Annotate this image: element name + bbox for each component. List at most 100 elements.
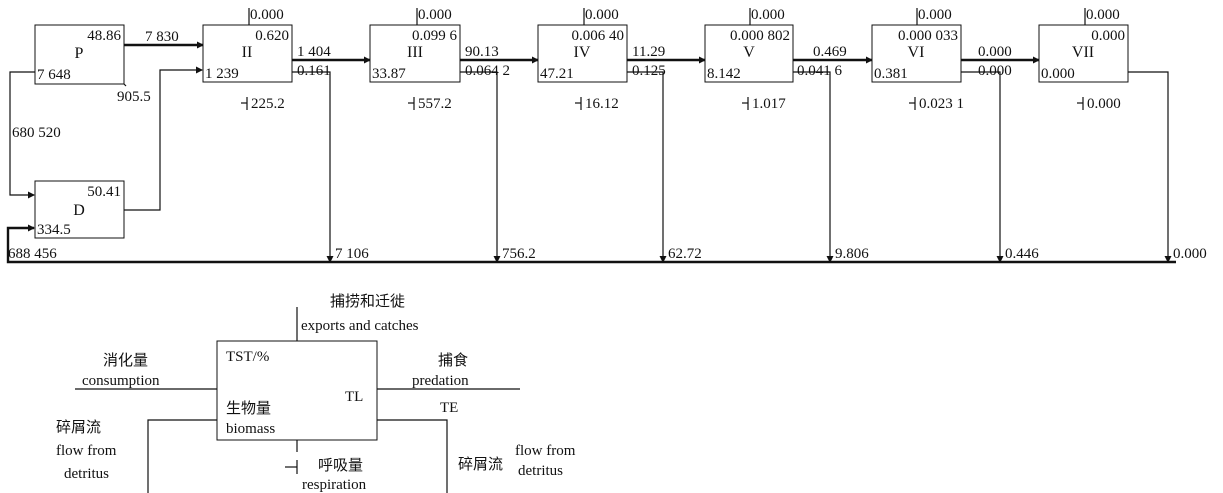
node-top-right: 0.000 033 (898, 28, 958, 44)
node-top-right: 0.000 802 (730, 28, 790, 44)
legend-detritus-left-cn: 碎屑流 (56, 418, 101, 436)
legend-respiration-en: respiration (302, 477, 367, 493)
detritus-drop-iv (627, 71, 667, 263)
legend-te-label: TE (440, 400, 458, 416)
node-label: IV (574, 44, 591, 61)
legend-biomass-cn: 生物量 (226, 399, 271, 417)
flow-v-te-value: 0.041 6 (797, 63, 843, 79)
node-label: III (407, 44, 423, 61)
node-IV: 0.000 0.006 40 IV 47.21 16.12 (537, 7, 628, 112)
node-respiration: 225.2 (251, 96, 285, 112)
node-box (34, 24, 125, 85)
flow-iv-to-v-value: 11.29 (632, 44, 665, 60)
legend-detritus-right-en1: flow from (515, 443, 576, 459)
flow-vi-te-value: 0.000 (978, 63, 1012, 79)
node-top: 0.000 (418, 7, 452, 23)
node-top-right: 0.620 (255, 28, 289, 44)
legend-consumption-en: consumption (82, 373, 160, 389)
connectors (6, 8, 1176, 264)
flow-p-to-ii-value: 7 830 (145, 29, 179, 45)
node-respiration: 557.2 (418, 96, 452, 112)
legend-detritus-right-line (377, 419, 448, 493)
flow-v-to-vi-value: 0.469 (813, 44, 847, 60)
detritus-drop-v (793, 71, 834, 263)
node-respiration: 0.000 (1087, 96, 1121, 112)
node-box (704, 24, 794, 83)
legend-detritus-left-en1: flow from (56, 443, 117, 459)
node-label: II (242, 44, 253, 61)
legend-detritus-left-en2: detritus (64, 466, 109, 482)
node-bottom-left: 0.381 (874, 66, 908, 82)
detritus-drop-ii (292, 71, 334, 263)
node-bottom-left: 47.21 (540, 66, 574, 82)
node-top-right: 48.86 (87, 28, 121, 44)
node-top-right: 0.006 40 (572, 28, 625, 44)
detritus-flow-value: 7 106 (335, 246, 369, 262)
flow-iv-te-value: 0.125 (632, 63, 666, 79)
detritus-flow-value: 62.72 (668, 246, 702, 262)
respiration-ticks (241, 97, 1084, 110)
node-label: V (743, 44, 755, 61)
node-II: 0.000 0.620 II 1 239 225.2 (202, 7, 293, 112)
node-respiration: 1.017 (752, 96, 786, 112)
legend-predation-en: predation (412, 373, 469, 389)
node-label: VII (1072, 44, 1094, 61)
node-box (34, 180, 125, 239)
node-box (202, 24, 293, 83)
node-top: 0.000 (1086, 7, 1120, 23)
node-top-right: 0.099 6 (412, 28, 458, 44)
legend-detritus-left-line (147, 419, 217, 493)
node-box (871, 24, 962, 83)
flow-ii-to-iii-value: 1 404 (297, 44, 331, 60)
legend-exports-en: exports and catches (301, 318, 419, 334)
node-respiration: 0.023 1 (919, 96, 964, 112)
node-label: D (73, 202, 85, 219)
legend-exports-cn: 捕捞和迁徙 (330, 292, 405, 310)
node-III: 0.000 0.099 6 III 33.87 557.2 (369, 7, 461, 112)
node-top: 0.000 (751, 7, 785, 23)
node-box (537, 24, 628, 83)
legend-box (216, 340, 378, 441)
node-bottom-left: 7 648 (37, 67, 71, 83)
detritus-drop-iii (460, 71, 501, 263)
detritus-flow-value: 0.446 (1005, 246, 1039, 262)
detritus-return-line (6, 224, 1176, 264)
node-bottom-left: 0.000 (1041, 66, 1075, 82)
node-box (1038, 24, 1129, 83)
legend-tl-label: TL (345, 389, 363, 405)
node-bottom-left: 334.5 (37, 222, 71, 238)
flow-ii-te-value: 0.161 (297, 63, 331, 79)
flow-iii-te-value: 0.064 2 (465, 63, 510, 79)
legend-consumption-cn: 消化量 (103, 351, 148, 369)
node-label: VI (908, 44, 925, 61)
flow-p-out-value: 905.5 (117, 89, 151, 105)
flow-d-to-ii-arrow (124, 66, 203, 211)
detritus-flow-value: 0.000 (1173, 246, 1207, 262)
node-bottom-left: 33.87 (372, 66, 406, 82)
node-V: 0.000 0.000 802 V 8.142 1.017 (704, 7, 794, 112)
node-bottom-left: 8.142 (707, 66, 741, 82)
legend-detritus-right-en2: detritus (518, 463, 563, 479)
flow-vi-to-vii-value: 0.000 (978, 44, 1012, 60)
flow-p-to-d-value: 680 520 (12, 125, 61, 141)
legend: TST/% TL 生物量 biomass 捕捞和迁徙 exports and c… (56, 292, 576, 493)
flow-d-total-value: 688 456 (8, 246, 57, 262)
node-top: 0.000 (918, 7, 952, 23)
legend-predation-cn: 捕食 (438, 351, 468, 369)
detritus-drop-vi (961, 71, 1004, 263)
node-top: 0.000 (250, 7, 284, 23)
node-top-right: 0.000 (1091, 28, 1125, 44)
legend-tst-label: TST/% (226, 349, 269, 365)
flow-p-to-d-arrow (9, 71, 35, 199)
legend-biomass-en: biomass (226, 421, 275, 437)
node-bottom-left: 1 239 (205, 66, 239, 82)
node-label: P (75, 45, 84, 62)
node-top: 0.000 (585, 7, 619, 23)
node-VI: 0.000 0.000 033 VI 0.381 0.023 1 (871, 7, 964, 112)
node-box (369, 24, 461, 83)
node-top-right: 50.41 (87, 184, 121, 200)
node-P: 48.86 P 7 648 (34, 24, 125, 85)
flow-labels: 7 830 905.5 680 520 688 456 1 404 0.161 … (8, 29, 1207, 262)
node-VII: 0.000 0.000 VII 0.000 0.000 (1038, 7, 1129, 112)
